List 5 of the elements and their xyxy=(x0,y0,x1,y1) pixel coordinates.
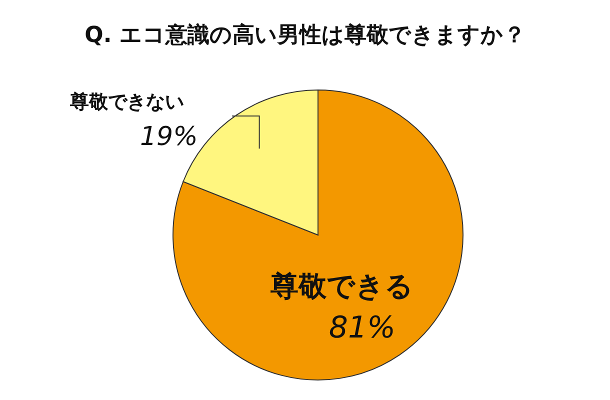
data-label: 19% xyxy=(140,122,198,152)
data-label: 81% xyxy=(328,310,396,346)
chart-title: Q. エコ意識の高い男性は尊敬できますか？ xyxy=(84,22,526,48)
slice-label: 尊敬できない xyxy=(69,91,184,113)
slice-label: 尊敬できる xyxy=(270,269,414,302)
